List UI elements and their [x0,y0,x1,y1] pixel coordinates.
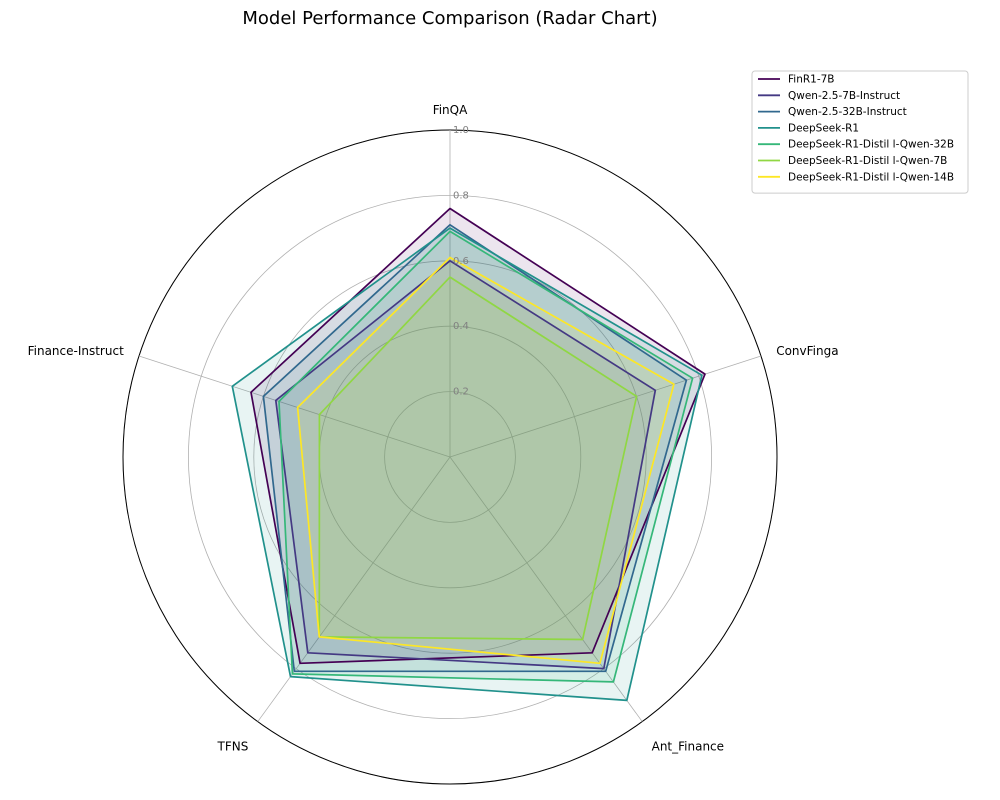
series-fill [279,231,693,682]
axis-spoke [449,456,643,722]
r-tick-label: 0.6 [453,256,469,267]
legend-entry: DeepSeek-R1-Distil l-Qwen-14B [788,171,954,183]
series-fill [275,260,656,669]
series-line [250,207,706,665]
legend-entry: DeepSeek-R1-Distil l-Qwen-32B [788,139,954,151]
series-layer [231,207,706,702]
legend: FinR1-7B Qwen-2.5-7B-Instruct Qwen-2.5-32B… [751,70,969,194]
axis-spoke [257,456,451,722]
legend-box [751,70,969,194]
series-line [231,227,703,702]
legend-entry: Qwen-2.5-7B-Instruct [788,90,900,102]
series-line [318,276,638,641]
axis-labels: 0.2 0.4 0.6 0.8 1.0 FinQA ConvFinga Ant_Finance… [28,103,839,753]
legend-entry: DeepSeek-R1-Distil l-Qwen-7B [788,155,947,167]
series-line [262,223,688,673]
axis-label: TFNS [217,739,249,753]
r-tick-label: 1.0 [453,125,469,136]
legend-entry: Qwen-2.5-32B-Instruct [788,106,907,118]
legend-entry: DeepSeek-R1 [788,122,859,134]
axis-label: Ant_Finance [652,739,724,753]
series-fill [297,257,674,664]
series-line [278,230,694,683]
axis-spoke [138,355,451,458]
axis-label: Finance-Instruct [28,344,124,358]
r-tick-label: 0.8 [453,190,469,201]
chart-title: Model Performance Comparison (Radar Char… [242,8,657,29]
series-fill [319,277,637,640]
legend-entry: FinR1-7B [788,74,835,86]
r-tick-label: 0.2 [453,387,469,398]
series-line [274,259,657,670]
series-fill [251,208,705,664]
axis-label: FinQA [433,103,468,117]
series-line [296,256,675,665]
r-tick-label: 0.4 [453,321,469,332]
axis-label: ConvFinga [776,344,838,358]
axis-spoke [449,355,762,458]
grid [122,129,778,785]
